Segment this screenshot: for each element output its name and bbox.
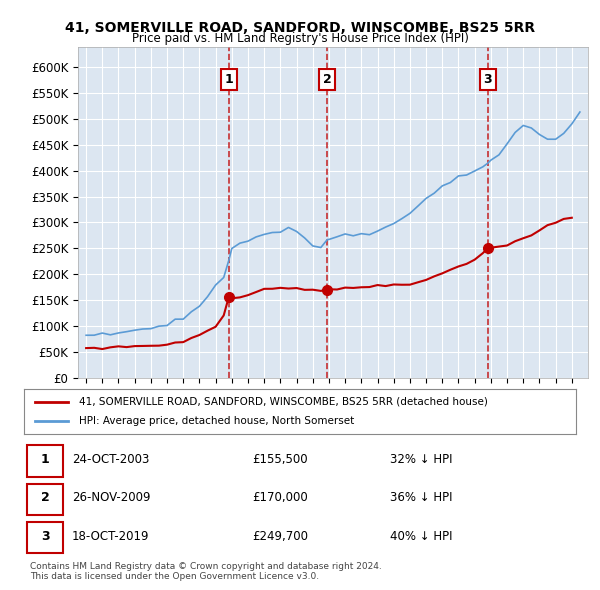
Text: £155,500: £155,500 — [252, 453, 308, 466]
Text: £249,700: £249,700 — [252, 530, 308, 543]
Text: 1: 1 — [41, 453, 49, 466]
Text: 1: 1 — [224, 73, 233, 86]
Text: 41, SOMERVILLE ROAD, SANDFORD, WINSCOMBE, BS25 5RR (detached house): 41, SOMERVILLE ROAD, SANDFORD, WINSCOMBE… — [79, 397, 488, 407]
Text: 3: 3 — [41, 530, 49, 543]
Text: 2: 2 — [41, 491, 49, 504]
Text: 36% ↓ HPI: 36% ↓ HPI — [390, 491, 452, 504]
Text: 18-OCT-2019: 18-OCT-2019 — [72, 530, 149, 543]
Text: 2: 2 — [323, 73, 332, 86]
Text: HPI: Average price, detached house, North Somerset: HPI: Average price, detached house, Nort… — [79, 417, 355, 426]
Text: Price paid vs. HM Land Registry's House Price Index (HPI): Price paid vs. HM Land Registry's House … — [131, 32, 469, 45]
Text: 3: 3 — [484, 73, 492, 86]
Text: 41, SOMERVILLE ROAD, SANDFORD, WINSCOMBE, BS25 5RR: 41, SOMERVILLE ROAD, SANDFORD, WINSCOMBE… — [65, 21, 535, 35]
Text: 32% ↓ HPI: 32% ↓ HPI — [390, 453, 452, 466]
Text: 24-OCT-2003: 24-OCT-2003 — [72, 453, 149, 466]
Text: 40% ↓ HPI: 40% ↓ HPI — [390, 530, 452, 543]
Text: 26-NOV-2009: 26-NOV-2009 — [72, 491, 151, 504]
Text: Contains HM Land Registry data © Crown copyright and database right 2024.
This d: Contains HM Land Registry data © Crown c… — [30, 562, 382, 581]
Text: £170,000: £170,000 — [252, 491, 308, 504]
